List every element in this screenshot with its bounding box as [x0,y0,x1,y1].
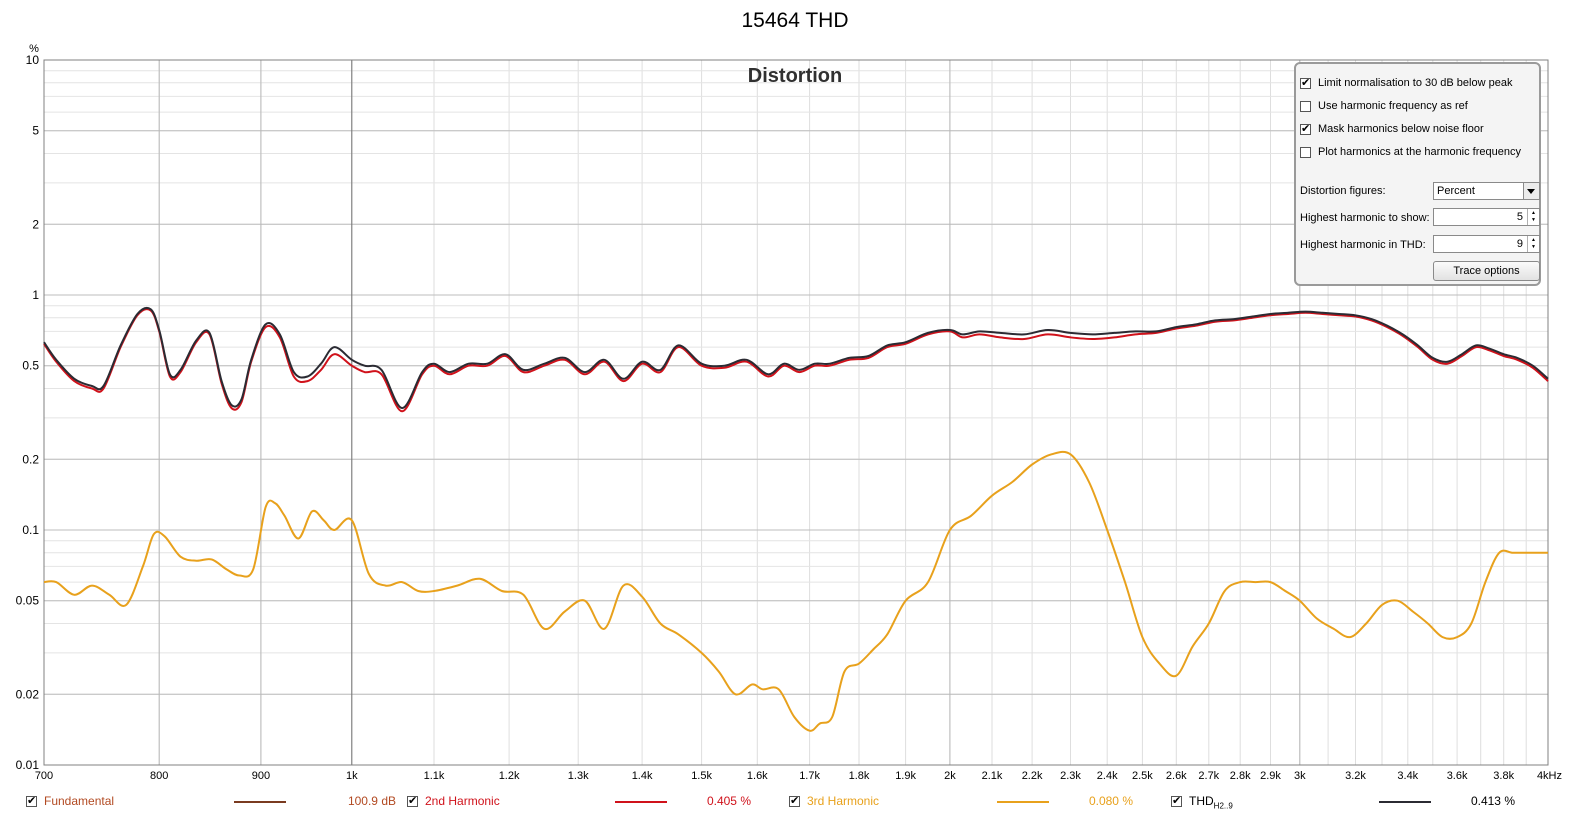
chart-title: Distortion [748,65,842,87]
y-tick-label: 0.02 [16,687,40,701]
x-tick-label: 1.6k [747,770,768,782]
checkbox-label: Mask harmonics below noise floor [1318,123,1484,135]
checkbox-label: Use harmonic frequency as ref [1318,100,1468,112]
x-tick-label: 700 [35,770,53,782]
legend-checkbox[interactable] [1171,794,1182,807]
y-axis-unit: % [29,43,39,55]
legend-name-main: THD [1189,794,1214,808]
legend-name: THDH2..9 [1189,794,1233,810]
legend-value: 0.080 % [1088,794,1133,808]
distortion-figures-select[interactable]: Percent [1433,182,1540,200]
y-tick-label: 10 [26,53,40,67]
x-tick-label: 1.9k [895,770,916,782]
highest-harmonic-show-label: Highest harmonic to show: [1300,212,1430,224]
legend-value: 0.413 % [1470,794,1515,808]
x-tick-label: 900 [252,770,270,782]
y-tick-label: 0.01 [16,758,40,772]
x-tick-label: 2.6k [1166,770,1187,782]
limit-normalisation-checkbox[interactable]: Limit normalisation to 30 dB below peak [1300,75,1512,91]
chevron-down-icon[interactable] [1523,183,1539,199]
legend-value: 0.405 % [706,794,751,808]
x-tick-label: 4kHz [1537,770,1562,782]
y-tick-label: 2 [32,217,39,231]
mask-harmonics-checkbox[interactable]: Mask harmonics below noise floor [1300,121,1484,137]
plot-harmonics-checkbox[interactable]: Plot harmonics at the harmonic frequency [1300,144,1521,160]
y-tick-label: 0.5 [22,359,39,373]
page-title: 15464 THD [741,9,849,32]
y-tick-label: 0.05 [16,594,40,608]
y-tick-label: 0.2 [22,452,39,466]
x-axis: 700 800 900 1k 1.1k 1.2k 1.3k 1.4k 1.5k 1.6k 1.7k 1… [35,770,1562,782]
legend-line-swatch [234,801,286,803]
x-tick-label: 1.8k [849,770,870,782]
checkbox-box[interactable] [1300,100,1311,112]
x-tick-label: 2.4k [1097,770,1118,782]
highest-harmonic-thd-label: Highest harmonic in THD: [1300,239,1426,251]
legend-name-sub: H2..9 [1213,801,1233,811]
x-tick-label: 2.2k [1022,770,1043,782]
checkbox-box[interactable] [1300,76,1311,89]
x-tick-label: 1.2k [499,770,520,782]
distortion-options-panel: Limit normalisation to 30 dB below peak … [1294,62,1541,286]
distortion-figures-label: Distortion figures: [1300,185,1386,197]
x-tick-label: 2.3k [1060,770,1081,782]
checkbox-label: Plot harmonics at the harmonic frequency [1318,146,1521,158]
stepper-value: 5 [1516,211,1523,223]
x-tick-label: 1.7k [799,770,820,782]
x-tick-label: 3.6k [1447,770,1468,782]
x-tick-label: 1.5k [691,770,712,782]
series-lines [43,306,1549,732]
legend-name: 3rd Harmonic [807,794,880,808]
x-tick-label: 2.8k [1230,770,1251,782]
series-line-thd [43,306,1549,410]
legend-line-swatch [997,801,1049,803]
series-line-2nd-harmonic [43,308,1549,413]
x-tick-label: 2.9k [1260,770,1281,782]
x-tick-label: 2.1k [982,770,1003,782]
x-tick-label: 3k [1294,770,1306,782]
legend-name: Fundamental [44,794,115,808]
y-tick-label: 1 [32,288,39,302]
legend-checkbox[interactable] [789,794,800,807]
x-tick-label: 1.3k [568,770,589,782]
checkbox-label: Limit normalisation to 30 dB below peak [1318,77,1513,89]
stepper-value: 9 [1516,238,1523,250]
use-harmonic-frequency-checkbox[interactable]: Use harmonic frequency as ref [1300,98,1468,114]
grid [43,59,1549,766]
legend-value: 100.9 dB [347,794,396,808]
checkbox-box[interactable] [1300,122,1311,135]
select-value: Percent [1437,185,1475,197]
legend-checkbox[interactable] [407,794,418,807]
highest-harmonic-show-stepper[interactable]: 5 ▲ ▼ [1433,208,1540,226]
x-tick-label: 1.4k [632,770,653,782]
spin-arrows-icon[interactable]: ▲ ▼ [1527,236,1539,252]
spin-arrows-icon[interactable]: ▲ ▼ [1527,209,1539,225]
trace-options-button[interactable]: Trace options [1433,261,1540,281]
y-axis: 0.01 0.02 0.05 0.1 0.2 0.5 1 2 5 10 [16,53,40,772]
y-tick-label: 5 [32,124,39,138]
checkbox-box[interactable] [1300,146,1311,158]
x-tick-label: 2k [944,770,956,782]
y-tick-label: 0.1 [22,523,39,537]
legend-name: 2nd Harmonic [425,794,500,808]
x-tick-label: 3.2k [1345,770,1366,782]
plot-area-border [43,59,1549,766]
legend-checkbox[interactable] [26,794,37,807]
x-tick-label: 3.8k [1493,770,1514,782]
x-tick-label: 1k [346,770,358,782]
x-tick-label: 2.7k [1198,770,1219,782]
highest-harmonic-thd-stepper[interactable]: 9 ▲ ▼ [1433,235,1540,253]
series-line-3rd-harmonic [43,450,1548,732]
x-tick-label: 800 [150,770,168,782]
legend-line-swatch [1379,801,1431,803]
x-tick-label: 2.5k [1132,770,1153,782]
legend-line-swatch [615,801,667,803]
x-tick-label: 3.4k [1397,770,1418,782]
x-tick-label: 1.1k [424,770,445,782]
